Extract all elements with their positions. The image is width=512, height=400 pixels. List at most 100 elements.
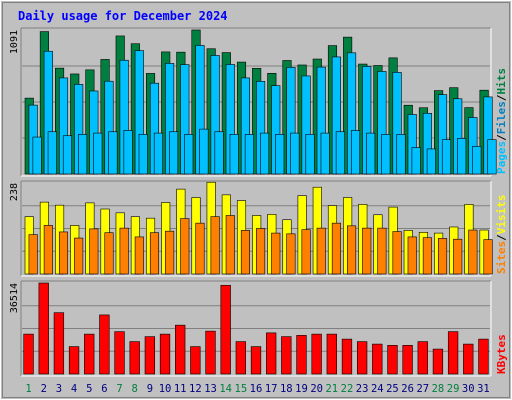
bar-kbytes-kbytes-day-31 <box>478 338 489 375</box>
bar-visits-sites-day-11 <box>180 218 190 275</box>
bar-hits-pages-day-17 <box>275 134 285 175</box>
bar-hits-pages-day-18 <box>290 132 300 175</box>
bar-visits-sites-day-26 <box>407 236 417 275</box>
bar-kbytes-kbytes-day-11 <box>175 324 186 375</box>
bar-visits-sites-day-25 <box>392 231 402 275</box>
bar-kbytes-kbytes-day-30 <box>463 343 474 375</box>
bar-kbytes-kbytes-day-29 <box>447 331 459 375</box>
panel-kbytes: 36514 KBytes <box>9 280 508 377</box>
bar-visits-sites-day-16 <box>256 228 266 275</box>
legend-entry: Pages <box>495 141 508 174</box>
x-tick-label-day-30: 30 <box>462 383 475 395</box>
bar-hits-pages-day-9 <box>153 132 163 175</box>
bar-visits-sites-day-18 <box>286 233 296 275</box>
bar-kbytes-kbytes-day-7 <box>114 331 125 375</box>
bar-hits-pages-day-20 <box>320 132 330 175</box>
bar-visits-sites-day-14 <box>225 215 235 275</box>
panel-visits: 238 Sites/Visits <box>9 180 508 277</box>
bar-kbytes-kbytes-day-23 <box>356 341 368 375</box>
legend-entry: / <box>495 234 508 241</box>
bar-visits-sites-day-21 <box>331 222 341 275</box>
bar-visits-sites-day-20 <box>316 227 326 275</box>
bar-visits-sites-day-29 <box>453 238 463 275</box>
bar-visits-sites-day-31 <box>483 239 493 275</box>
bar-visits-sites-day-9 <box>149 232 160 275</box>
bar-visits-sites-day-12 <box>195 222 205 275</box>
panel-kbytes-legend: KBytes <box>495 334 508 374</box>
x-tick-label-day-24: 24 <box>371 383 384 395</box>
bar-visits-sites-day-3 <box>58 231 69 275</box>
legend-entry: Files <box>495 101 508 134</box>
bar-hits-pages-day-5 <box>93 132 103 175</box>
x-tick-label-day-23: 23 <box>356 383 369 395</box>
bar-visits-sites-day-8 <box>134 236 144 275</box>
x-tick-label-day-7: 7 <box>116 383 122 395</box>
legend-entry: Hits <box>495 68 508 95</box>
x-tick-label-day-14: 14 <box>219 383 232 395</box>
bar-kbytes-kbytes-day-28 <box>432 348 444 375</box>
x-tick-label-day-20: 20 <box>310 383 323 395</box>
bar-kbytes-kbytes-day-24 <box>372 343 383 375</box>
bar-visits-sites-day-27 <box>422 237 432 275</box>
bar-visits-sites-day-5 <box>89 228 99 275</box>
bar-visits-sites-day-19 <box>301 229 311 275</box>
x-tick-label-day-18: 18 <box>280 383 293 395</box>
bar-hits-pages-day-10 <box>169 131 179 175</box>
bar-kbytes-kbytes-day-15 <box>235 341 246 375</box>
bar-kbytes-kbytes-day-20 <box>311 333 322 375</box>
chart-title: Daily usage for December 2024 <box>18 9 228 23</box>
bar-visits-sites-day-23 <box>362 227 372 275</box>
bar-hits-pages-day-23 <box>366 132 376 175</box>
x-tick-label-day-31: 31 <box>477 383 490 395</box>
x-tick-label-day-27: 27 <box>416 383 429 395</box>
bar-hits-pages-day-6 <box>108 131 118 175</box>
x-tick-label-day-8: 8 <box>132 383 138 395</box>
bar-kbytes-kbytes-day-13 <box>205 330 216 375</box>
bar-hits-pages-day-16 <box>259 132 270 175</box>
x-tick-label-day-12: 12 <box>189 383 202 395</box>
bar-hits-pages-day-2 <box>47 131 57 175</box>
bar-kbytes-kbytes-day-18 <box>281 336 292 375</box>
x-tick-label-day-10: 10 <box>159 383 172 395</box>
panel-visits-max-label: 238 <box>9 183 20 201</box>
x-tick-label-day-29: 29 <box>447 383 460 395</box>
x-tick-label-day-11: 11 <box>174 383 187 395</box>
bar-visits-sites-day-15 <box>240 230 250 275</box>
bar-visits-sites-day-24 <box>377 227 387 275</box>
bar-kbytes-kbytes-day-22 <box>341 338 353 375</box>
x-tick-label-day-22: 22 <box>341 383 354 395</box>
legend-entry: Visits <box>495 195 508 235</box>
bar-hits-pages-day-30 <box>472 145 482 175</box>
bar-kbytes-kbytes-day-5 <box>84 333 95 375</box>
bar-kbytes-kbytes-day-16 <box>250 346 262 375</box>
bar-kbytes-kbytes-day-3 <box>53 312 65 375</box>
bar-hits-pages-day-15 <box>244 134 254 175</box>
bar-hits-pages-day-27 <box>426 148 436 175</box>
x-tick-label-day-25: 25 <box>386 383 399 395</box>
bar-kbytes-kbytes-day-21 <box>326 333 337 375</box>
bar-visits-sites-day-10 <box>165 230 175 275</box>
bar-kbytes-kbytes-day-17 <box>266 332 277 375</box>
legend-entry: Sites <box>495 241 508 274</box>
bar-kbytes-kbytes-day-14 <box>220 284 231 375</box>
bar-visits-sites-day-22 <box>347 225 357 275</box>
panel-kbytes-max-label: 36514 <box>9 283 20 313</box>
bar-kbytes-kbytes-day-6 <box>99 314 110 375</box>
bar-kbytes-kbytes-day-1 <box>23 333 34 375</box>
bar-hits-pages-day-3 <box>62 135 72 175</box>
bar-hits-pages-day-22 <box>350 130 361 175</box>
panel-hits-max-label: 1091 <box>9 30 20 54</box>
bar-kbytes-kbytes-day-12 <box>190 346 201 375</box>
x-tick-label-day-13: 13 <box>204 383 217 395</box>
bar-hits-pages-day-14 <box>229 134 239 175</box>
x-tick-label-day-21: 21 <box>325 383 338 395</box>
bar-hits-pages-day-1 <box>32 136 42 175</box>
bar-hits-pages-day-24 <box>381 134 391 175</box>
x-tick-label-day-9: 9 <box>147 383 153 395</box>
x-tick-label-day-19: 19 <box>295 383 308 395</box>
bar-kbytes-kbytes-day-10 <box>159 333 171 375</box>
bar-visits-sites-day-28 <box>437 238 448 275</box>
bar-kbytes-kbytes-day-2 <box>38 282 49 375</box>
